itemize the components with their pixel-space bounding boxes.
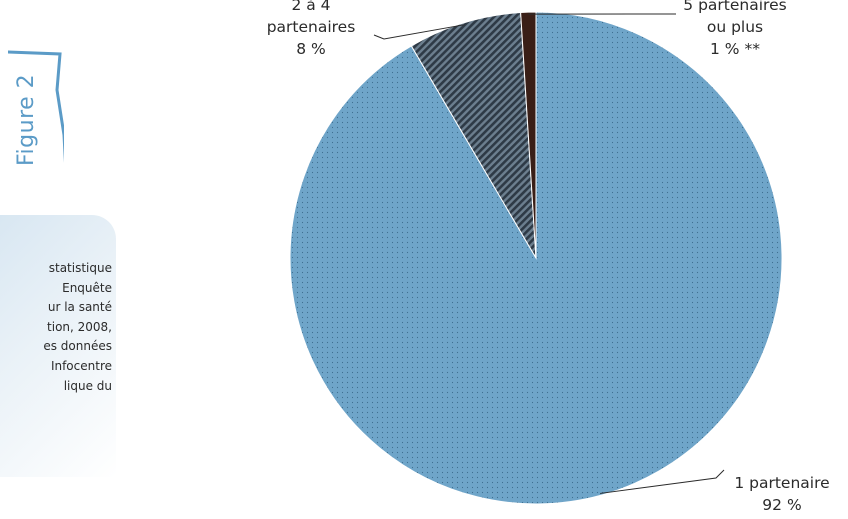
slice-label-1-partenaire: 1 partenaire 92 % [720,472,844,516]
source-line: tion, 2008, [47,319,112,334]
pie-slice-2-4-partenaires [410,11,537,259]
leader-line [600,469,725,494]
slice-label-5-partenaires-ou-plus: 5 partenaires ou plus 1 % ** [670,0,800,60]
slice-label-line: 2 à 4 [291,0,331,14]
slice-label-value: 8 % [296,40,326,58]
source-line: lique du [63,378,112,393]
source-line: Enquête [62,280,112,295]
source-note-text: statistique Enquête ur la santé tion, 20… [0,259,112,396]
source-line: es données [43,339,112,354]
figure-bracket-line [8,50,64,163]
figure-label: Figure 2 [8,40,64,166]
source-note-box: statistique Enquête ur la santé tion, 20… [0,215,116,477]
slice-label-line: partenaires [266,18,356,36]
slice-label-value: 92 % [762,496,802,514]
slice-label-2-a-4-partenaires: 2 à 4 partenaires 8 % [250,0,372,60]
slice-label-value: 1 % ** [710,40,760,58]
slice-label-line: 1 partenaire [734,474,830,492]
source-line: ur la santé [47,300,112,315]
slice-label-line: ou plus [706,18,764,36]
slice-label-line: 5 partenaires [683,0,787,14]
pie-slice-5-partenaires-ou-plus [520,11,537,259]
leader-lines [373,13,725,494]
source-line: Infocentre [50,358,112,373]
source-line: statistique [48,261,112,275]
leader-line [373,24,465,40]
